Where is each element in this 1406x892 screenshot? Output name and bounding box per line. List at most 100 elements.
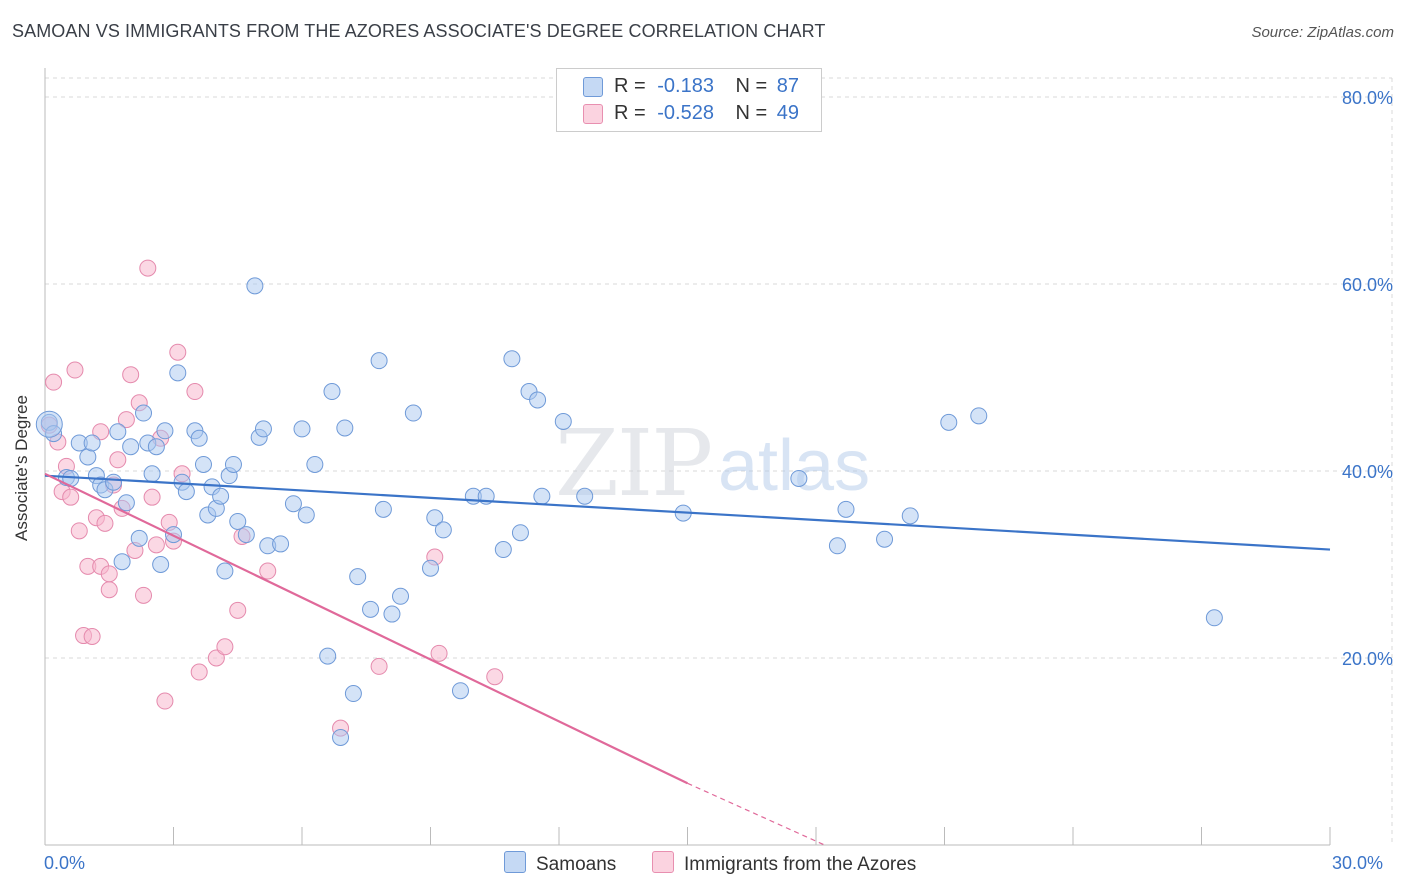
point-samoans — [122, 438, 140, 456]
point-samoans — [237, 526, 255, 544]
point-samoans — [828, 537, 846, 555]
point-samoans — [323, 383, 341, 401]
trend-line-azores-extrapolated — [687, 782, 825, 846]
legend-r-label: R = — [614, 75, 646, 97]
bottom-swatch-pink — [652, 851, 674, 873]
legend-n-value: 49 — [776, 102, 800, 124]
point-azores — [122, 366, 140, 384]
point-azores — [169, 343, 187, 361]
point-samoans — [143, 465, 161, 483]
point-samoans — [135, 404, 153, 422]
point-samoans — [503, 350, 521, 368]
point-samoans — [837, 500, 855, 518]
point-samoans — [511, 524, 529, 542]
point-samoans — [306, 455, 324, 473]
point-azores — [100, 565, 118, 583]
point-azores — [486, 668, 504, 686]
bottom-swatch-blue — [504, 851, 526, 873]
point-azores — [70, 522, 88, 540]
point-samoans — [336, 419, 354, 437]
point-azores — [62, 488, 80, 506]
y-tick-label: 60.0% — [1342, 275, 1393, 295]
point-azores — [66, 361, 84, 379]
point-samoans — [533, 487, 551, 505]
point-samoans — [494, 541, 512, 559]
legend-r-label: R = — [614, 102, 646, 124]
legend-r-value: -0.183 — [657, 75, 714, 97]
point-samoans — [349, 568, 367, 586]
point-samoans — [426, 509, 444, 527]
legend-r-value: -0.528 — [657, 102, 714, 124]
x-max-label: 30.0% — [1332, 853, 1384, 873]
point-samoans — [272, 535, 290, 553]
bottom-legend-label: Immigrants from the Azores — [684, 854, 917, 875]
y-tick-label: 20.0% — [1342, 649, 1393, 669]
point-samoans — [383, 605, 401, 623]
point-samoans — [370, 352, 388, 370]
y-tick-label: 80.0% — [1342, 88, 1393, 108]
bottom-legend-azores: Immigrants from the Azores — [652, 851, 916, 876]
point-samoans — [229, 512, 247, 530]
trend-line-samoans — [44, 474, 1331, 551]
point-samoans — [576, 487, 594, 505]
y-tick-label: 40.0% — [1342, 462, 1393, 482]
point-azores — [156, 692, 174, 710]
x-min-label: 0.0% — [44, 853, 86, 873]
svg-text:atlas: atlas — [718, 426, 870, 506]
chart-title: SAMOAN VS IMMIGRANTS FROM THE AZORES ASS… — [12, 21, 826, 41]
point-samoans — [392, 587, 410, 605]
legend-n-label: N = — [735, 75, 768, 97]
point-azores — [139, 259, 157, 277]
point-samoans — [194, 455, 212, 473]
point-samoans — [79, 448, 97, 466]
point-samoans — [177, 483, 195, 501]
point-samoans — [297, 506, 315, 524]
point-azores — [229, 601, 247, 619]
legend-n-label: N = — [735, 102, 768, 124]
point-samoans — [362, 600, 380, 618]
point-samoans — [293, 420, 311, 438]
point-samoans — [246, 277, 264, 295]
source-credit: Source: ZipAtlas.com — [1251, 24, 1394, 41]
legend-swatch-pink — [583, 104, 603, 124]
point-samoans — [113, 553, 131, 571]
point-azores — [190, 663, 208, 681]
bottom-legend-samoans: Samoans — [504, 851, 616, 876]
point-azores — [117, 411, 135, 429]
point-samoans — [190, 429, 208, 447]
point-samoans — [876, 530, 894, 548]
point-samoans — [109, 423, 127, 441]
trend-line-azores — [44, 472, 688, 785]
stats-legend: R = -0.183 N = 87 R = -0.528 N = 49 — [556, 68, 822, 132]
point-samoans — [152, 556, 170, 573]
point-azores — [143, 488, 161, 506]
point-samoans — [319, 647, 337, 665]
point-azores — [186, 383, 204, 401]
point-samoans — [169, 364, 187, 382]
point-samoans — [970, 407, 988, 425]
point-samoans — [434, 521, 452, 539]
point-samoans — [83, 434, 101, 452]
y-tick-labels: 80.0% 60.0% 40.0% 20.0% — [1342, 88, 1393, 669]
point-samoans — [224, 455, 242, 473]
point-azores — [147, 536, 165, 554]
point-samoans — [940, 413, 958, 431]
point-samoans — [554, 412, 572, 430]
point-samoans — [332, 728, 350, 746]
point-azores — [100, 581, 118, 599]
series-samoans-points — [35, 277, 1223, 746]
point-azores — [135, 586, 153, 604]
point-samoans — [374, 500, 392, 518]
point-samoans — [901, 507, 919, 525]
point-azores — [259, 562, 277, 580]
point-azores — [83, 627, 101, 645]
bottom-legend-label: Samoans — [536, 854, 617, 875]
trend-lines — [44, 472, 1331, 846]
point-samoans — [117, 494, 135, 512]
point-samoans — [790, 469, 808, 487]
point-azores — [207, 649, 225, 667]
point-samoans — [130, 529, 148, 547]
point-azores — [45, 373, 63, 391]
legend-n-value: 87 — [776, 75, 800, 97]
